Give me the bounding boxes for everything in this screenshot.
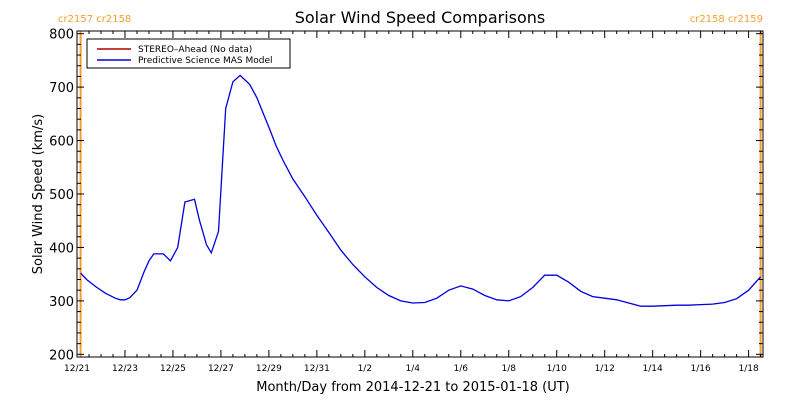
x-tick-label: 1/14 bbox=[643, 364, 663, 374]
x-tick-label: 1/2 bbox=[358, 364, 372, 374]
y-axis-label: Solar Wind Speed (km/s) bbox=[31, 114, 46, 274]
x-tick-label: 12/29 bbox=[256, 364, 282, 374]
y-tick-label: 400 bbox=[49, 241, 74, 256]
legend-label-mas-model: Predictive Science MAS Model bbox=[138, 56, 273, 66]
y-tick-label: 200 bbox=[49, 348, 74, 363]
x-tick-label: 1/6 bbox=[454, 364, 469, 374]
x-tick-label: 1/18 bbox=[738, 364, 758, 374]
x-tick-label: 12/31 bbox=[304, 364, 330, 374]
plot-frame bbox=[76, 30, 764, 358]
y-tick-label: 300 bbox=[49, 295, 74, 310]
plot-area bbox=[79, 31, 762, 357]
x-tick-label: 1/10 bbox=[547, 364, 567, 374]
carrington-rotation-label-right: cr2158 cr2159 bbox=[690, 14, 763, 25]
carrington-rotation-label-left: cr2157 cr2158 bbox=[58, 14, 131, 25]
y-axis: 200 300 400 500 600 700 800 bbox=[49, 28, 763, 363]
x-tick-label: 12/27 bbox=[208, 364, 234, 374]
legend: STEREO–Ahead (No data) Predictive Scienc… bbox=[86, 38, 291, 69]
x-axis-label: Month/Day from 2014-12-21 to 2015-01-18 … bbox=[256, 380, 569, 395]
legend-box bbox=[86, 38, 291, 69]
y-tick-label: 500 bbox=[49, 188, 74, 203]
legend-label-stereo-ahead: STEREO–Ahead (No data) bbox=[138, 45, 252, 55]
x-tick-label: 12/23 bbox=[112, 364, 138, 374]
y-tick-label: 600 bbox=[49, 135, 74, 150]
x-tick-label: 1/12 bbox=[595, 364, 615, 374]
chart-title: Solar Wind Speed Comparisons bbox=[295, 8, 546, 27]
x-tick-label: 1/8 bbox=[502, 364, 517, 374]
y-tick-label: 800 bbox=[49, 28, 74, 43]
x-tick-label: 12/21 bbox=[64, 364, 90, 374]
x-tick-label: 1/4 bbox=[406, 364, 421, 374]
x-tick-label: 1/16 bbox=[691, 364, 711, 374]
x-axis: 12/21 12/23 12/25 12/27 12/29 12/31 1/2 1/4 1/6 1… bbox=[64, 31, 762, 374]
y-tick-label: 700 bbox=[49, 81, 74, 96]
x-tick-label: 12/25 bbox=[160, 364, 186, 374]
series-line-mas-model bbox=[80, 74, 762, 307]
